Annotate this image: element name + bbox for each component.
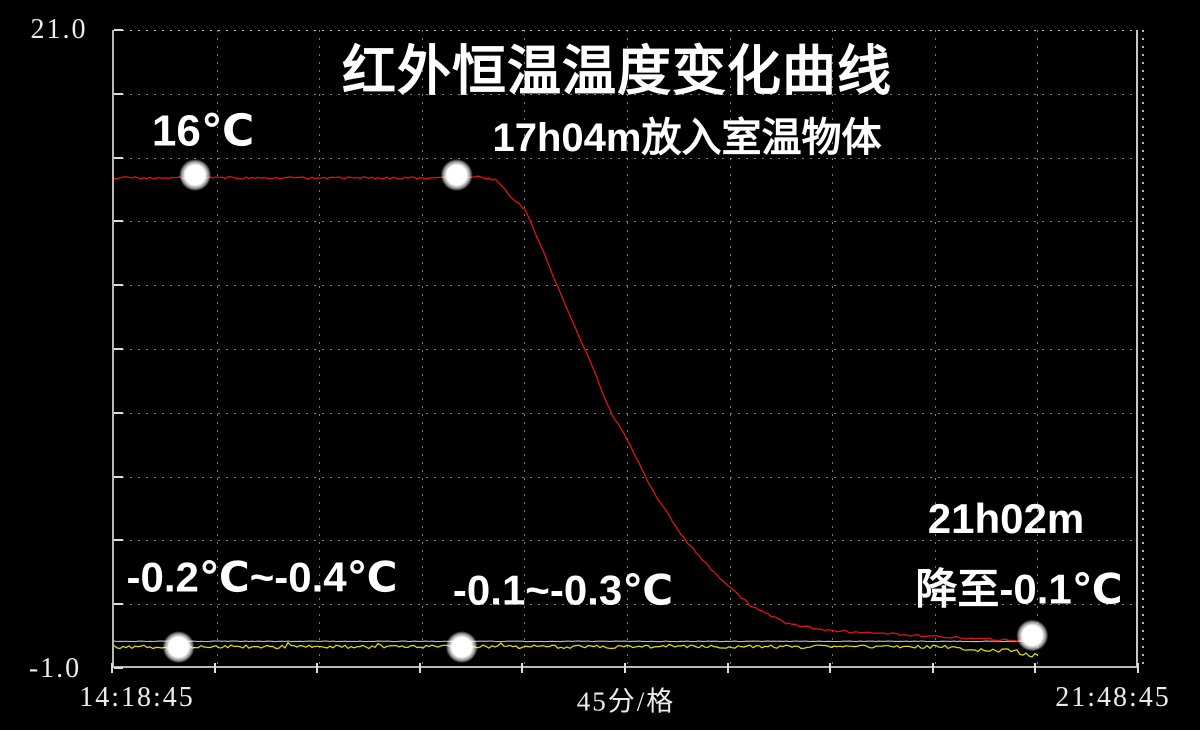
trace-infrared-object-temperature (113, 175, 1042, 645)
y-axis-tick (114, 476, 123, 478)
annotation-yellow-range: -0.2℃~-0.4℃ (126, 553, 398, 601)
x-axis-end-label: 21:48:45 (1055, 682, 1171, 713)
annotation-temp-16c: 16℃ (151, 106, 255, 156)
trace-ambient-temperature (113, 641, 1039, 658)
annotation-red-range: -0.1~-0.3℃ (452, 566, 674, 614)
grid-container (114, 30, 1136, 666)
annotation-time-21h02m: 21h02m (927, 495, 1085, 542)
marker-dot (1016, 619, 1049, 652)
chart-title: 红外恒温温度变化曲线 (342, 41, 892, 102)
x-axis-tick (829, 663, 831, 673)
v-gridline (319, 30, 320, 666)
v-gridline (832, 30, 833, 666)
h-gridline (114, 158, 1136, 159)
x-axis-scale-label: 45分/格 (576, 686, 676, 717)
h-gridline (114, 477, 1136, 478)
y-axis-max-label: 21.0 (30, 14, 88, 45)
x-axis-start-label: 14:18:45 (79, 682, 195, 713)
y-axis-tick (114, 603, 123, 605)
h-gridline (114, 604, 1136, 605)
y-axis-tick (114, 667, 123, 669)
marker-dot (162, 631, 195, 664)
trace-zero-reference-line (113, 640, 1039, 643)
v-gridline (524, 30, 525, 666)
v-gridline (422, 30, 423, 666)
annotation-final-temp: 降至-0.1℃ (915, 565, 1123, 613)
h-gridline (114, 30, 1136, 31)
x-axis-tick (932, 663, 934, 673)
y-axis-tick (114, 93, 123, 95)
y-axis-tick (114, 539, 123, 541)
x-axis-tick (624, 663, 626, 673)
h-gridline (114, 540, 1136, 541)
y-axis-tick (114, 284, 123, 286)
x-axis-tick (111, 663, 113, 673)
h-gridline (114, 349, 1136, 350)
h-gridline (114, 413, 1136, 414)
marker-dot (179, 159, 212, 191)
trace-svg (113, 159, 1049, 664)
h-gridline (114, 94, 1136, 95)
h-gridline (114, 221, 1136, 222)
y-axis-tick (114, 412, 123, 414)
y-axis-tick (114, 29, 123, 31)
y-axis-tick (114, 157, 123, 159)
y-axis-min-label: -1.0 (28, 653, 82, 684)
y-axis-tick (114, 220, 123, 222)
h-gridline (114, 285, 1136, 286)
x-axis-tick (419, 663, 421, 673)
x-axis-tick (1034, 663, 1036, 673)
v-gridline (730, 30, 731, 666)
x-axis-tick (214, 663, 216, 673)
marker-dot (440, 159, 473, 191)
v-gridline (935, 30, 936, 666)
v-gridline (1037, 30, 1038, 666)
right-outer-dotted-line (1142, 30, 1144, 668)
x-axis-tick (316, 663, 318, 673)
y-axis-tick (114, 348, 123, 350)
x-axis-tick (1137, 663, 1139, 673)
marker-dot (445, 631, 478, 664)
plot-area (112, 30, 1138, 668)
v-gridline (217, 30, 218, 666)
annotation-event-17h04m: 17h04m放入室温物体 (492, 116, 882, 160)
v-gridline (627, 30, 628, 666)
x-axis-tick (727, 663, 729, 673)
x-axis-tick (521, 663, 523, 673)
